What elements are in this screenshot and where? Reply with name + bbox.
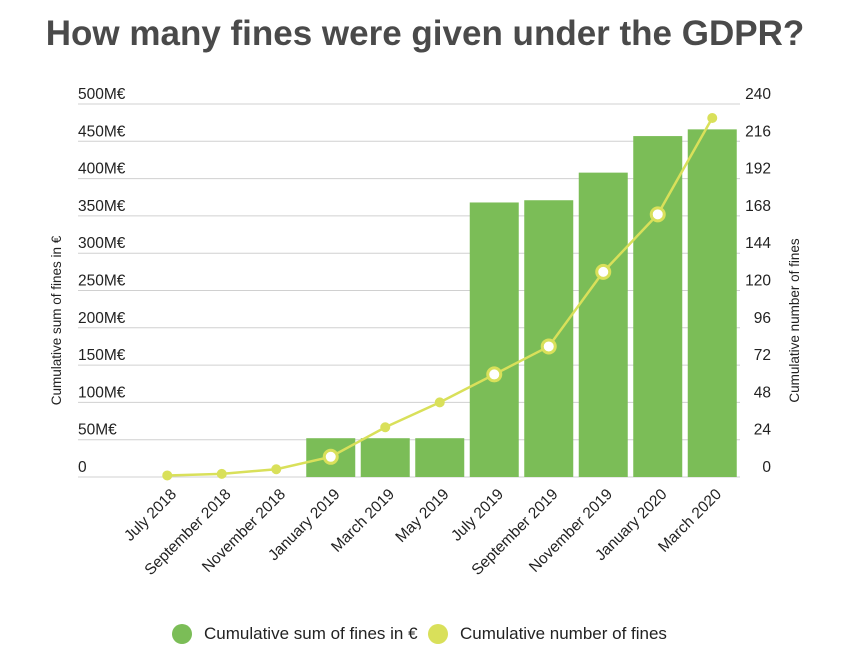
y-right-tick-label: 168 (745, 198, 771, 215)
chart-svg: 0 0 50M€ 24 100M€ 48 150M€ 72 200M€ 96 250M€ 120 300… (49, 86, 802, 579)
y-right-tick-label: 72 (754, 347, 771, 364)
chart-title: How many fines were given under the GDPR… (45, 14, 805, 53)
line-point (380, 422, 391, 433)
y-left-tick-label: 150M€ (78, 347, 126, 364)
y-left-tick-label: 250M€ (78, 273, 126, 290)
line-point-highlighted (540, 338, 557, 355)
bar (469, 202, 519, 478)
y-left-tick-label: 100M€ (78, 384, 126, 401)
legend-item-bars: Cumulative sum of fines in € (172, 624, 418, 644)
y-left-tick-label: 300M€ (78, 235, 126, 252)
legend-label-bars: Cumulative sum of fines in € (204, 624, 418, 643)
bar (360, 438, 410, 477)
legend-label-line: Cumulative number of fines (460, 624, 667, 643)
y-right-tick-label: 120 (745, 273, 771, 290)
y-right-axis-label: Cumulative number of fines (787, 238, 802, 403)
y-left-tick-label: 500M€ (78, 86, 126, 103)
y-left-tick-label: 350M€ (78, 198, 126, 215)
y-right-tick-label: 96 (754, 310, 771, 327)
y-left-tick-label: 0 (78, 459, 87, 476)
y-right-tick-label: 0 (762, 459, 771, 476)
x-tick-label: May 2019 (392, 486, 452, 546)
line-point-highlighted (486, 366, 503, 383)
line-point-highlighted (649, 206, 666, 223)
line-point (162, 470, 173, 481)
y-right-tick-label: 216 (745, 123, 771, 140)
bar (633, 136, 683, 477)
y-left-tick-label: 50M€ (78, 422, 117, 439)
line-point (707, 112, 718, 123)
bar (687, 129, 737, 477)
line-point-highlighted (595, 263, 612, 280)
line-point-highlighted (322, 448, 339, 465)
bar (578, 172, 628, 477)
y-left-tick-label: 200M€ (78, 310, 126, 327)
y-right-tick-label: 240 (745, 86, 771, 103)
y-left-tick-label: 400M€ (78, 161, 126, 178)
y-right-tick-label: 192 (745, 161, 771, 178)
y-right-tick-label: 144 (745, 235, 771, 252)
line-point (271, 464, 282, 475)
legend-swatch-line (428, 624, 448, 644)
legend: Cumulative sum of fines in € Cumulative … (0, 624, 850, 650)
y-right-tick-label: 48 (754, 384, 771, 401)
legend-swatch-bars (172, 624, 192, 644)
line-point (434, 397, 445, 408)
line-point (216, 468, 227, 479)
y-left-tick-label: 450M€ (78, 123, 126, 140)
legend-item-line: Cumulative number of fines (428, 624, 667, 644)
y-right-tick-label: 24 (754, 422, 772, 439)
y-left-axis-label: Cumulative sum of fines in € (49, 235, 64, 405)
series-line (167, 117, 714, 477)
bar (415, 438, 465, 477)
